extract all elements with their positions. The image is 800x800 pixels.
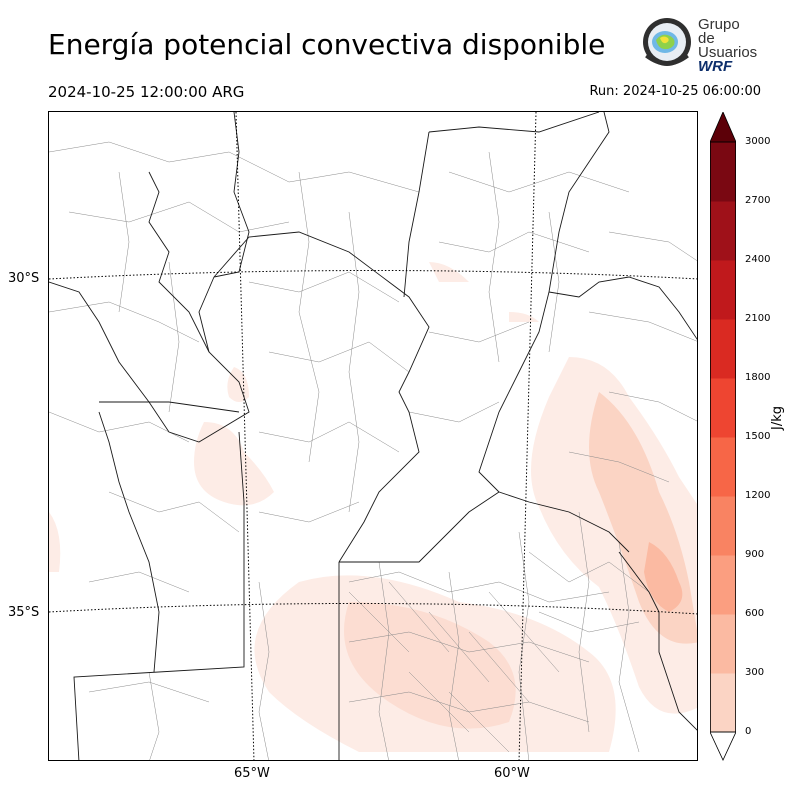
lon-label-60w: 60°W: [494, 766, 530, 781]
colorbar-tick-label: 1200: [745, 490, 771, 501]
colorbar-tick-label: 1800: [745, 372, 771, 383]
globe-icon: [643, 18, 691, 66]
lat-label-30s: 30°S: [8, 271, 40, 286]
colorbar-segment: [710, 378, 736, 438]
logo-line2: Usuarios: [698, 44, 758, 61]
colorbar-segment: [710, 673, 736, 733]
province-boundaries: [49, 112, 697, 760]
colorbar-segment: [710, 496, 736, 556]
colorbar-units: J/kg: [770, 406, 785, 430]
lon-label-65w: 65°W: [234, 766, 270, 781]
colorbar-segment: [710, 201, 736, 261]
colorbar-segment: [710, 260, 736, 320]
colorbar-extend-bottom: [710, 731, 736, 761]
colorbar-segment: [710, 142, 736, 202]
lat-label-35s: 35°S: [8, 605, 40, 620]
run-time: Run: 2024-10-25 06:00:00: [589, 84, 761, 99]
colorbar-segment: [710, 319, 736, 379]
cape-map: [48, 111, 698, 761]
colorbar-tick-label: 2100: [745, 313, 771, 324]
colorbar-segment: [710, 437, 736, 497]
wrf-logo: Grupo de Usuarios WRF: [638, 16, 760, 75]
colorbar-tick-label: 0: [745, 726, 752, 737]
colorbar-tick-label: 300: [745, 667, 765, 678]
colorbar-segment: [710, 555, 736, 615]
colorbar-segment: [710, 614, 736, 674]
colorbar-tick-label: 1500: [745, 431, 771, 442]
cape-shading: [49, 262, 697, 752]
colorbar-tick-label: 2400: [745, 254, 771, 265]
colorbar-tick-label: 600: [745, 608, 765, 619]
graticule: [49, 112, 697, 760]
valid-time: 2024-10-25 12:00:00 ARG: [48, 83, 245, 101]
map-canvas: [49, 112, 697, 760]
logo-line3: WRF: [698, 58, 733, 75]
colorbar-tick-label: 3000: [745, 136, 771, 147]
map-title: Energía potencial convectiva disponible: [48, 28, 606, 61]
colorbar-tick-label: 900: [745, 549, 765, 560]
colorbar-extend-top: [710, 112, 736, 143]
logo-line1: Grupo de: [698, 16, 740, 47]
colorbar-tick-label: 2700: [745, 195, 771, 206]
colorbar: [710, 112, 736, 761]
